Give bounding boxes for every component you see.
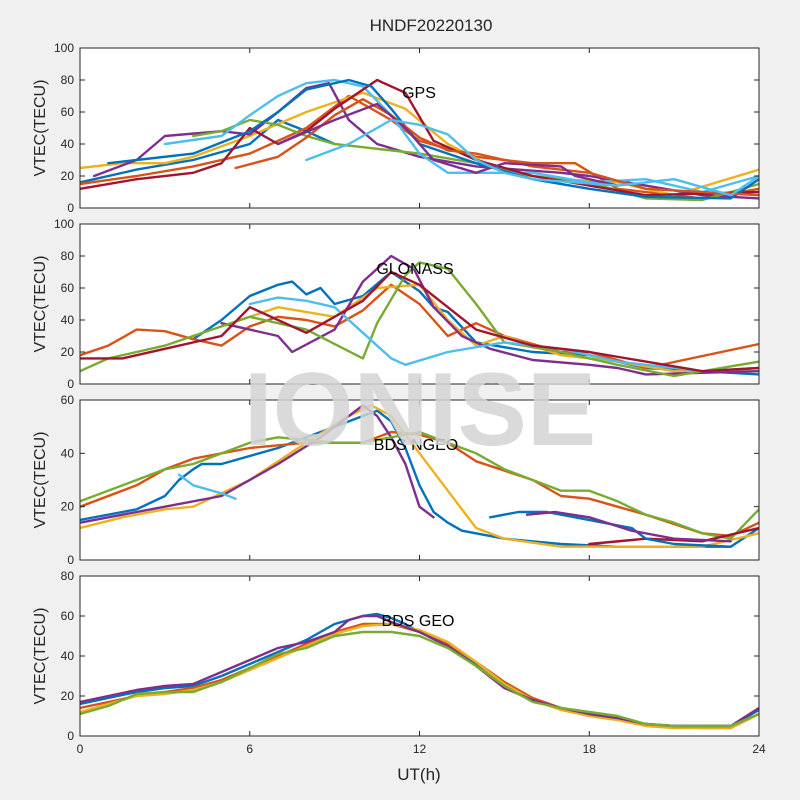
y-tick-label: 0 (67, 553, 74, 567)
series-line-4 (80, 261, 759, 378)
x-axis-label: UT(h) (397, 765, 440, 784)
series-group (80, 612, 759, 730)
panel-label: BDS GEO (382, 613, 455, 630)
series-line-8 (234, 98, 759, 197)
y-tick-label: 0 (67, 201, 74, 215)
panel-label: GLONASS (376, 261, 453, 278)
x-tick-label: 12 (413, 742, 427, 756)
y-axis-label: VTEC(TECU) (32, 432, 49, 529)
y-tick-label: 20 (61, 345, 75, 359)
series-line-2 (80, 622, 759, 730)
series-line-2 (80, 404, 759, 548)
y-tick-label: 0 (67, 377, 74, 391)
y-tick-label: 80 (61, 569, 75, 583)
panel-0: 0 20 40 60 80 100 VTEC(TECU) GPS (32, 41, 760, 215)
series-line-5 (248, 296, 759, 373)
y-tick-label: 100 (54, 217, 74, 231)
y-axis-label: VTEC(TECU) (32, 608, 49, 705)
series-line-7 (107, 78, 759, 200)
series-line-4 (80, 630, 759, 728)
plot-area (80, 576, 759, 736)
series-group (80, 404, 759, 548)
series-group (80, 78, 759, 202)
y-tick-label: 40 (61, 313, 75, 327)
figure-title: HNDF20220130 (370, 16, 493, 35)
x-tick-label: 24 (752, 742, 766, 756)
panel-3: 0 20 40 60 80 0 6 12 18 24 VTEC(TECU) BDS GEO (32, 569, 766, 756)
series-line-8 (525, 510, 732, 543)
y-tick-label: 20 (61, 689, 75, 703)
y-tick-label: 20 (61, 500, 75, 514)
y-tick-label: 40 (61, 649, 75, 663)
x-tick-label: 6 (246, 742, 253, 756)
series-group (80, 254, 759, 378)
x-tick-label: 0 (77, 742, 84, 756)
series-line-3 (220, 254, 759, 376)
y-tick-label: 100 (54, 41, 74, 55)
y-tick-label: 60 (61, 609, 75, 623)
panel-label: BDS NGEO (374, 437, 458, 454)
y-tick-label: 80 (61, 249, 75, 263)
series-line-3 (92, 82, 759, 200)
panel-label: GPS (402, 85, 436, 102)
panel-1: 0 20 40 60 80 100 VTEC(TECU) GLONASS (32, 217, 760, 391)
y-tick-label: 60 (61, 105, 75, 119)
y-tick-label: 0 (67, 729, 74, 743)
y-tick-label: 60 (61, 393, 75, 407)
panel-2: 0 20 40 60 VTEC(TECU) BDS NGEO (32, 393, 760, 567)
series-line-0 (80, 409, 759, 548)
x-tick-label: 18 (583, 742, 597, 756)
y-tick-label: 60 (61, 281, 75, 295)
y-tick-label: 40 (61, 137, 75, 151)
watermark: IONISE (244, 352, 597, 468)
series-line-6 (80, 270, 759, 373)
series-line-3 (80, 404, 435, 524)
y-axis-label: VTEC(TECU) (32, 256, 49, 353)
y-tick-label: 20 (61, 169, 75, 183)
plot-area (80, 48, 759, 208)
y-tick-label: 80 (61, 73, 75, 87)
series-line-6 (588, 526, 759, 546)
series-line-5 (177, 473, 237, 500)
y-tick-label: 40 (61, 446, 75, 460)
y-axis-label: VTEC(TECU) (32, 80, 49, 177)
series-line-0 (192, 270, 759, 376)
series-line-9 (276, 102, 619, 187)
series-line-4 (80, 430, 759, 540)
series-line-10 (305, 118, 759, 197)
